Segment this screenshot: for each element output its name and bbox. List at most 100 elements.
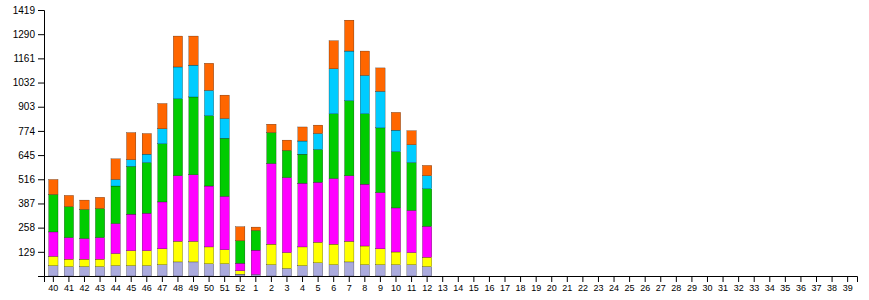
bar-segment <box>142 134 151 155</box>
bar-segment <box>796 276 805 277</box>
bar-segment <box>438 276 447 277</box>
bar-segment <box>407 145 416 163</box>
bar-segment <box>734 276 743 277</box>
x-tick: 5 <box>316 276 321 293</box>
y-tick: 1290 <box>13 29 44 40</box>
x-tick: 21 <box>562 276 572 293</box>
x-tick-label: 36 <box>796 283 806 293</box>
bar-segment <box>765 276 774 277</box>
bar-segment <box>531 276 540 277</box>
bar-segment <box>173 36 182 67</box>
bar-segment <box>80 259 89 266</box>
y-tick-label: 387 <box>18 198 35 209</box>
x-tick: 38 <box>827 276 837 293</box>
bar-segment <box>827 276 836 277</box>
x-tick: 13 <box>438 276 448 293</box>
x-tick-label: 17 <box>500 283 510 293</box>
x-tick-mark <box>800 276 801 282</box>
bar-segment <box>282 178 291 253</box>
bar-segment <box>127 251 136 266</box>
bar-segment <box>376 68 385 91</box>
x-tick-mark <box>427 276 428 282</box>
x-tick: 43 <box>95 276 105 293</box>
x-tick-label: 51 <box>220 283 230 293</box>
bar-segment <box>111 224 120 254</box>
x-tick-mark <box>754 276 755 282</box>
bar-segment <box>282 253 291 269</box>
bar-segment <box>843 276 852 277</box>
bar-segment <box>594 276 603 277</box>
bar-segment <box>500 276 509 277</box>
bar-segment <box>609 276 618 277</box>
bar-segment <box>422 226 431 257</box>
x-tick: 51 <box>220 276 230 293</box>
x-tick-mark <box>411 276 412 282</box>
bar-segment <box>407 265 416 276</box>
bar-segment <box>173 241 182 262</box>
x-tick-mark <box>473 276 474 282</box>
x-tick-label: 2 <box>269 283 274 293</box>
bar-segment <box>563 276 572 277</box>
bar-segment <box>469 276 478 277</box>
bar-segment <box>360 265 369 276</box>
x-tick-mark <box>162 276 163 282</box>
bar-segment <box>127 133 136 160</box>
x-tick: 28 <box>671 276 681 293</box>
bar-segment <box>360 246 369 265</box>
bar-segment <box>376 193 385 249</box>
bar-segment <box>469 276 478 277</box>
x-tick: 24 <box>609 276 619 293</box>
bar-segment <box>345 51 354 101</box>
bar-segment <box>173 67 182 99</box>
bar-segment <box>95 197 104 208</box>
bar-segment <box>485 276 494 277</box>
bar-segment <box>220 196 229 249</box>
bar-segment <box>189 36 198 65</box>
bar-segment <box>158 144 167 202</box>
bar-segment <box>142 154 151 162</box>
bar-segment <box>687 276 696 277</box>
bar-segment <box>127 214 136 251</box>
x-tick: 36 <box>796 276 806 293</box>
bar-segment <box>781 276 790 277</box>
bar-segment <box>313 242 322 263</box>
x-tick: 8 <box>362 276 367 293</box>
y-tick-label: 903 <box>18 101 35 112</box>
bar-segment <box>360 184 369 246</box>
bar-segment <box>111 179 120 186</box>
bar-segment <box>843 276 852 277</box>
x-tick: 35 <box>780 276 790 293</box>
bar-segment <box>827 276 836 277</box>
bar-segment <box>454 276 463 277</box>
bar-segment <box>127 160 136 167</box>
bar-segment <box>718 276 727 277</box>
y-tick-mark <box>38 179 44 180</box>
x-tick: 4 <box>300 276 305 293</box>
bar-segment <box>391 265 400 276</box>
bar-segment <box>49 266 58 276</box>
x-tick-mark <box>832 276 833 282</box>
x-tick-label: 4 <box>300 283 305 293</box>
bar-segment <box>531 276 540 277</box>
bar-segment <box>220 264 229 276</box>
x-tick-label: 8 <box>362 283 367 293</box>
bar-segment <box>485 276 494 277</box>
y-tick: 774 <box>18 126 44 137</box>
y-tick-label: 645 <box>18 150 35 161</box>
bar-segment <box>843 276 852 277</box>
bar-segment <box>220 119 229 139</box>
bar-segment <box>251 250 260 274</box>
bar-segment <box>204 116 213 186</box>
bar-segment <box>812 276 821 277</box>
bar-segment <box>609 276 618 277</box>
bar-segment <box>765 276 774 277</box>
x-tick: 18 <box>516 276 526 293</box>
bar-segment <box>641 276 650 277</box>
bar-segment <box>298 141 307 154</box>
bar-segment <box>173 176 182 242</box>
x-tick-mark <box>224 276 225 282</box>
bar-segment <box>656 276 665 277</box>
bar-segment <box>843 276 852 277</box>
x-tick: 15 <box>469 276 479 293</box>
series <box>49 262 432 276</box>
